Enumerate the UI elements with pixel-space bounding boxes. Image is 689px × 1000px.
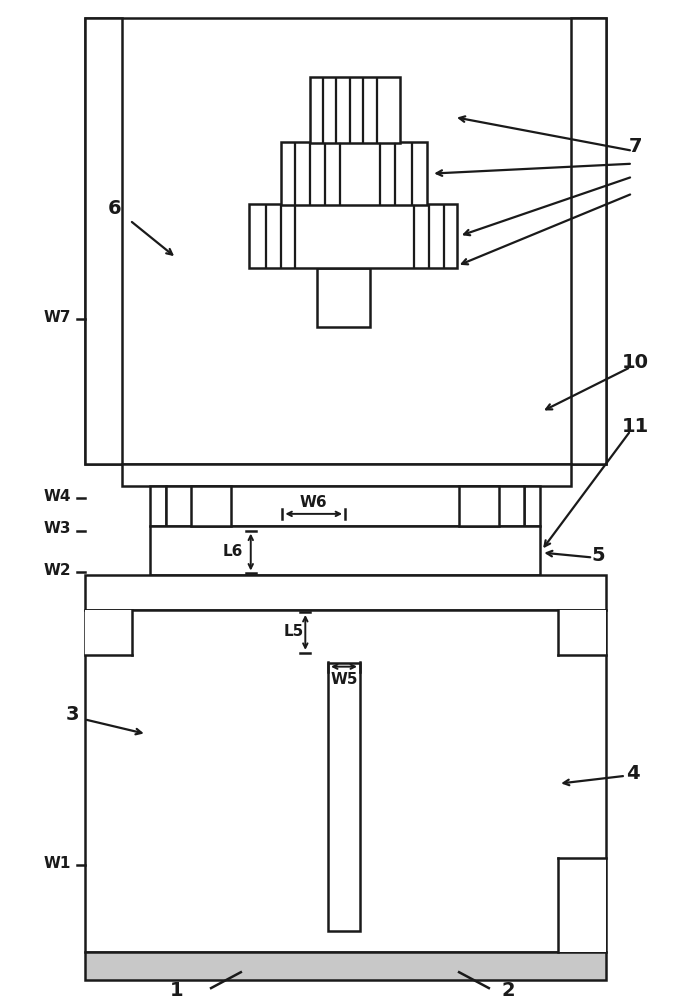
- Bar: [280, 142, 427, 205]
- Text: 11: 11: [622, 417, 649, 436]
- Bar: [558, 610, 606, 655]
- Bar: [85, 575, 606, 610]
- Bar: [85, 610, 606, 952]
- Bar: [192, 486, 231, 526]
- Text: 4: 4: [626, 764, 639, 783]
- Text: L5: L5: [283, 624, 304, 639]
- Bar: [122, 464, 571, 486]
- Text: L6: L6: [223, 544, 243, 559]
- Text: 3: 3: [65, 705, 79, 724]
- Bar: [85, 18, 606, 464]
- Bar: [328, 663, 360, 931]
- Text: 1: 1: [169, 981, 183, 1000]
- Bar: [310, 77, 400, 143]
- Bar: [558, 858, 606, 952]
- Text: W4: W4: [43, 489, 71, 504]
- Bar: [85, 18, 122, 464]
- Bar: [317, 268, 370, 327]
- Text: W7: W7: [43, 310, 71, 325]
- Text: 5: 5: [591, 546, 605, 565]
- Bar: [85, 610, 132, 655]
- Bar: [167, 486, 524, 526]
- Bar: [571, 18, 606, 464]
- Text: W2: W2: [43, 563, 71, 578]
- Bar: [249, 204, 457, 268]
- Bar: [150, 486, 167, 526]
- Text: W3: W3: [43, 521, 71, 536]
- Text: 10: 10: [622, 353, 649, 372]
- Text: 6: 6: [108, 199, 122, 218]
- Bar: [150, 526, 540, 575]
- Text: W6: W6: [300, 495, 327, 510]
- Text: W1: W1: [43, 856, 71, 871]
- Bar: [459, 486, 499, 526]
- Text: 7: 7: [629, 137, 642, 156]
- Text: W5: W5: [330, 672, 358, 687]
- Bar: [85, 952, 606, 980]
- Bar: [524, 486, 540, 526]
- Text: 2: 2: [502, 981, 515, 1000]
